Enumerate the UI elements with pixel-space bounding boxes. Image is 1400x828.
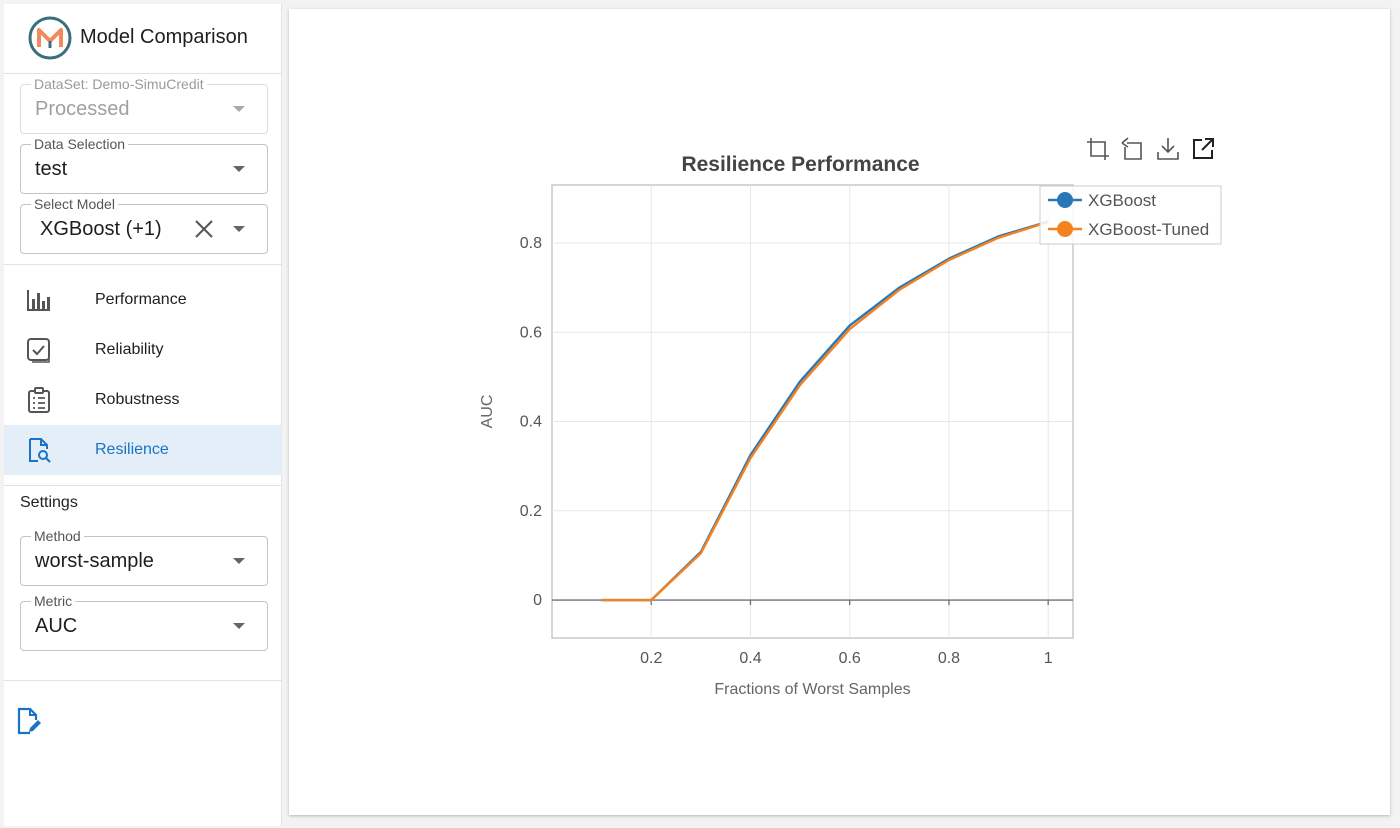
- zoom-reset-icon[interactable]: [1121, 137, 1145, 161]
- nav-item-performance[interactable]: Performance: [4, 275, 282, 325]
- nav-label-resilience: Resilience: [95, 441, 169, 458]
- y-tick-label: 0.4: [520, 414, 542, 431]
- divider: [4, 264, 282, 265]
- series-line-xgboost-tuned: [601, 220, 1049, 602]
- legend-marker: [1057, 221, 1073, 237]
- select-model-select[interactable]: Select Model XGBoost (+1): [20, 196, 268, 254]
- data-selection-select[interactable]: Data Selection test: [20, 136, 268, 194]
- x-tick-label: 0.8: [938, 650, 960, 667]
- clear-icon[interactable]: [193, 218, 215, 240]
- select-model-value: XGBoost (+1): [40, 218, 162, 240]
- legend-label: XGBoost: [1088, 191, 1156, 210]
- checkbox-icon: [27, 338, 50, 363]
- dataset-value: Processed: [35, 98, 130, 120]
- x-tick-label: 0.4: [739, 650, 761, 667]
- chart-title: Resilience Performance: [681, 153, 920, 176]
- chevron-down-icon: [233, 166, 245, 172]
- nav-item-robustness[interactable]: Robustness: [4, 375, 282, 425]
- legend-marker: [1057, 192, 1073, 208]
- open-external-icon[interactable]: [1191, 137, 1215, 161]
- nav-item-resilience[interactable]: Resilience: [4, 425, 282, 475]
- metric-value: AUC: [35, 615, 78, 637]
- metric-select[interactable]: Metric AUC: [20, 593, 268, 651]
- app-title: Model Comparison: [80, 26, 248, 48]
- series-line-xgboost: [601, 220, 1049, 602]
- resilience-chart: 0.2 0.4 0.6 0.8 1 0 0.2 0.4 0.6 0.8 Fractions of W…: [479, 184, 1222, 698]
- nav-item-reliability[interactable]: Reliability: [4, 325, 282, 375]
- dataset-label: DataSet: Demo-SimuCredit: [31, 76, 207, 92]
- document-search-icon: [29, 438, 51, 463]
- chart-toolbox: [1086, 137, 1226, 163]
- edit-document-icon[interactable]: [16, 706, 42, 736]
- plot-frame: [551, 184, 1074, 639]
- sidebar: Model Comparison DataSet: Demo-SimuCredi…: [4, 4, 282, 826]
- app-header: Model Comparison: [4, 4, 282, 74]
- x-tick-label: 1: [1044, 650, 1053, 667]
- x-tick-label: 0.2: [640, 650, 662, 667]
- bar-chart-icon: [27, 290, 50, 311]
- settings-title: Settings: [20, 494, 78, 511]
- main-panel: 0.2 0.4 0.6 0.8 1 0 0.2 0.4 0.6 0.8 Fractions of W…: [289, 9, 1390, 815]
- data-selection-label: Data Selection: [31, 136, 129, 152]
- y-tick-label: 0: [533, 592, 542, 609]
- metric-label: Metric: [31, 593, 76, 609]
- y-tick-label: 0.2: [520, 503, 542, 520]
- x-axis-label: Fractions of Worst Samples: [714, 681, 910, 698]
- select-model-label: Select Model: [31, 196, 118, 212]
- chevron-down-icon: [233, 623, 245, 629]
- divider: [4, 680, 282, 681]
- nav-label-performance: Performance: [95, 291, 187, 308]
- clipboard-list-icon: [28, 387, 50, 413]
- legend-label: XGBoost-Tuned: [1088, 220, 1209, 239]
- method-select[interactable]: Method worst-sample: [20, 528, 268, 586]
- method-label: Method: [31, 528, 84, 544]
- y-axis-label: AUC: [479, 395, 496, 429]
- y-tick-label: 0.6: [520, 324, 542, 341]
- chevron-down-icon: [233, 226, 245, 232]
- download-icon[interactable]: [1156, 137, 1180, 161]
- x-tick-label: 0.6: [839, 650, 861, 667]
- data-selection-value: test: [35, 158, 68, 180]
- chevron-down-icon: [233, 558, 245, 564]
- app-logo-icon: [28, 16, 72, 60]
- chevron-down-icon: [233, 106, 245, 112]
- nav-label-reliability: Reliability: [95, 341, 164, 358]
- y-tick-label: 0.8: [520, 235, 542, 252]
- nav-label-robustness: Robustness: [95, 391, 180, 408]
- method-value: worst-sample: [35, 550, 154, 572]
- dataset-select[interactable]: DataSet: Demo-SimuCredit Processed: [20, 76, 268, 134]
- divider: [4, 485, 282, 486]
- zoom-select-icon[interactable]: [1086, 137, 1110, 161]
